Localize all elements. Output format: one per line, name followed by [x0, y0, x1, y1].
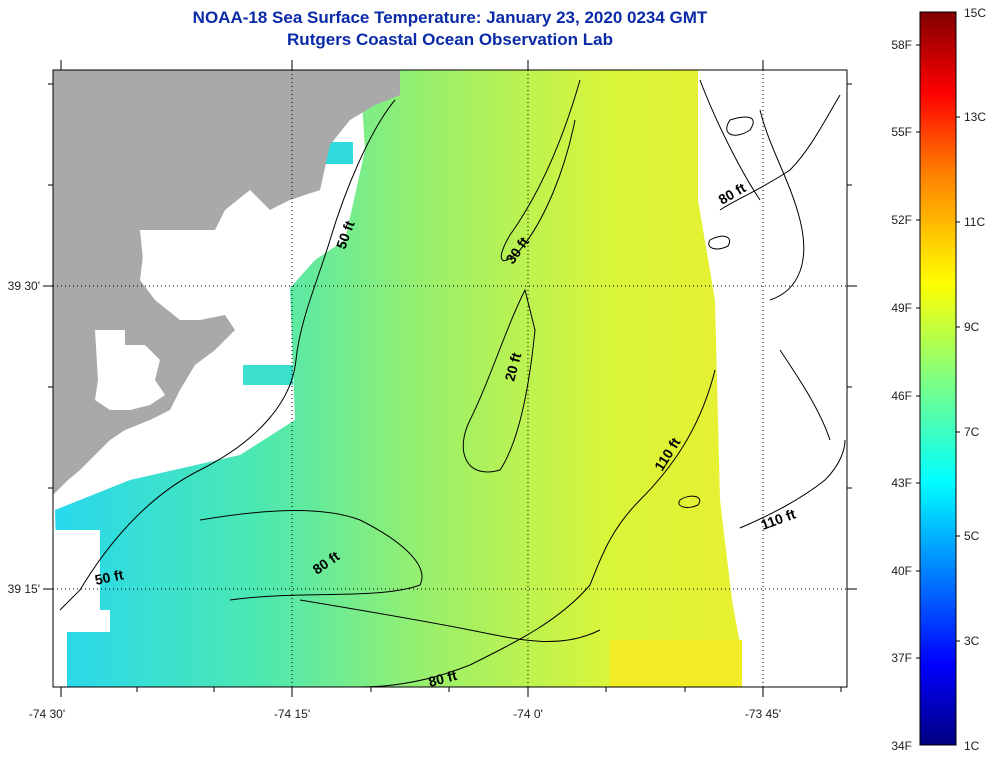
colorbar-f-label: 43F [891, 476, 912, 490]
colorbar-f-label: 55F [891, 125, 912, 139]
map-subtitle: Rutgers Coastal Ocean Observation Lab [287, 30, 613, 49]
map-title: NOAA-18 Sea Surface Temperature: January… [192, 8, 708, 27]
lat-tick-label: 39 15' [8, 582, 40, 596]
colorbar-c-label: 5C [964, 529, 980, 543]
colorbar-c-label: 9C [964, 320, 980, 334]
land-bay-white [262, 200, 300, 280]
contour-label: 20 ft [501, 351, 524, 383]
colorbar-f-label: 40F [891, 564, 912, 578]
nodata-sw2 [55, 610, 110, 632]
warm-patch [610, 640, 742, 687]
depth-contours [59, 79, 846, 687]
contour-label: 50 ft [93, 566, 125, 588]
colorbar-c-label: 3C [964, 634, 980, 648]
axis-ticks [43, 60, 857, 697]
colorbar-c-label: 1C [964, 739, 980, 753]
graticule [53, 70, 847, 687]
colorbar-c-label: 13C [964, 110, 986, 124]
contour-label: 80 ft [427, 667, 459, 690]
nodata-sw3 [55, 632, 67, 687]
colorbar-f-label: 49F [891, 301, 912, 315]
colorbar-f-label: 58F [891, 38, 912, 52]
land-inner-white [95, 330, 165, 410]
sst-patch-nearshore [243, 365, 293, 385]
colorbar-f-label: 34F [891, 739, 912, 753]
colorbar-c-label: 15C [964, 6, 986, 20]
lon-tick-label: -74 30' [29, 707, 65, 721]
land-inlet-white [140, 230, 230, 300]
colorbar-c-label: 7C [964, 425, 980, 439]
colorbar-f-label: 46F [891, 389, 912, 403]
lat-tick-label: 39 30' [8, 279, 40, 293]
colorbar-f-label: 37F [891, 651, 912, 665]
colorbar [919, 11, 957, 746]
colorbar-c-label: 11C [964, 215, 985, 229]
lon-tick-label: -73 45' [745, 707, 781, 721]
sst-field [55, 70, 742, 687]
colorbar-ticks [916, 44, 960, 659]
colorbar-f-label: 52F [891, 213, 912, 227]
map-frame [52, 69, 848, 688]
lon-tick-label: -74 15' [274, 707, 310, 721]
lon-tick-label: -74 0' [513, 707, 543, 721]
